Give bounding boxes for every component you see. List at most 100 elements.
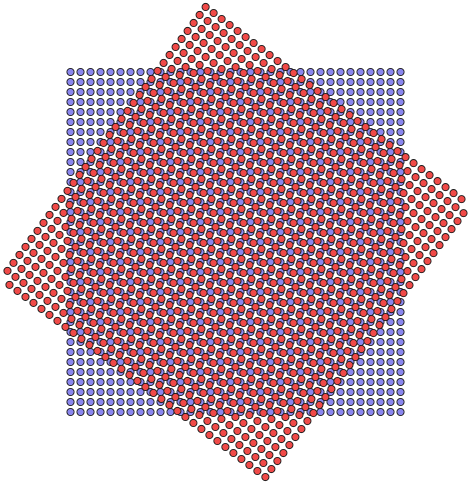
red-lattice-dot — [111, 172, 120, 181]
blue-lattice-dot — [76, 407, 85, 417]
blue-lattice-dot — [196, 167, 205, 177]
red-lattice-dot — [137, 304, 146, 314]
red-lattice-dot — [285, 190, 294, 200]
blue-lattice-dot — [316, 67, 325, 77]
blue-lattice-dot — [226, 77, 235, 87]
red-lattice-dot — [445, 211, 454, 220]
blue-lattice-dot — [136, 397, 145, 407]
blue-lattice-dot — [106, 137, 115, 147]
blue-lattice-dot — [216, 107, 225, 117]
red-lattice-dot — [199, 188, 208, 198]
red-lattice-dot — [301, 202, 310, 212]
red-lattice-dot — [131, 262, 140, 272]
blue-lattice-dot — [376, 277, 385, 287]
red-lattice-dot — [221, 292, 230, 302]
red-lattice-dot — [251, 52, 260, 62]
red-lattice-dot — [209, 308, 218, 318]
red-lattice-dot — [83, 326, 92, 335]
blue-lattice-dot — [386, 297, 395, 307]
red-lattice-dot — [159, 308, 168, 318]
red-lattice-dot — [105, 280, 114, 289]
red-lattice-dot — [403, 167, 412, 176]
blue-lattice-dot — [216, 157, 225, 167]
red-lattice-dot — [197, 224, 206, 234]
blue-lattice-dot — [396, 317, 405, 327]
red-lattice-dot — [357, 145, 366, 154]
red-lattice-dot — [211, 222, 220, 232]
red-lattice-dot — [363, 287, 372, 296]
blue-lattice-dot — [176, 127, 185, 137]
red-lattice-layer — [3, 2, 468, 482]
red-lattice-dot — [201, 252, 210, 262]
red-lattice-dot — [309, 208, 318, 218]
blue-lattice-dot — [396, 267, 405, 277]
red-lattice-dot — [277, 334, 286, 344]
blue-lattice-dot — [386, 377, 395, 387]
red-lattice-dot — [73, 256, 82, 265]
red-lattice-dot — [185, 340, 194, 350]
red-lattice-dot — [187, 404, 196, 414]
red-lattice-dot — [71, 292, 80, 301]
red-lattice-dot — [119, 128, 128, 137]
red-lattice-dot — [185, 240, 194, 250]
red-lattice-dot — [321, 242, 330, 252]
red-lattice-dot — [319, 278, 328, 288]
red-lattice-dot — [163, 386, 172, 396]
blue-lattice-dot — [366, 107, 375, 117]
red-lattice-dot — [197, 324, 206, 334]
blue-lattice-dot — [66, 397, 75, 407]
blue-lattice-dot — [356, 367, 365, 377]
red-lattice-dot — [99, 338, 108, 347]
blue-lattice-dot — [326, 377, 335, 387]
red-lattice-dot — [309, 108, 318, 118]
red-lattice-dot — [137, 254, 146, 264]
red-lattice-dot — [203, 116, 212, 126]
red-lattice-dot — [221, 442, 230, 452]
red-lattice-dot — [203, 366, 212, 376]
blue-lattice-dot — [346, 267, 355, 277]
red-lattice-dot — [237, 404, 246, 414]
red-lattice-dot — [227, 134, 236, 144]
red-lattice-dot — [87, 154, 96, 163]
red-lattice-dot — [283, 126, 292, 136]
blue-lattice-dot — [116, 397, 125, 407]
blue-lattice-dot — [296, 367, 305, 377]
red-lattice-dot — [297, 274, 306, 284]
red-lattice-dot — [229, 48, 238, 58]
red-lattice-dot — [41, 232, 50, 241]
red-lattice-dot — [145, 110, 154, 119]
red-lattice-dot — [51, 302, 60, 311]
red-lattice-dot — [249, 288, 258, 298]
blue-lattice-dot — [376, 127, 385, 137]
red-lattice-dot — [21, 292, 30, 301]
red-lattice-dot — [233, 76, 242, 86]
red-lattice-dot — [165, 300, 174, 310]
blue-lattice-dot — [196, 117, 205, 127]
red-lattice-dot — [407, 245, 416, 254]
blue-lattice-dot — [106, 117, 115, 127]
red-lattice-dot — [271, 292, 280, 302]
red-lattice-dot — [99, 238, 108, 247]
red-lattice-dot — [183, 176, 192, 186]
red-lattice-dot — [113, 236, 122, 245]
red-lattice-dot — [313, 136, 322, 146]
red-lattice-dot — [213, 86, 222, 96]
red-lattice-dot — [125, 170, 134, 179]
red-lattice-dot — [301, 152, 310, 162]
red-lattice-dot — [191, 182, 200, 192]
red-lattice-dot — [103, 216, 112, 225]
red-lattice-dot — [121, 292, 130, 301]
blue-lattice-dot — [236, 247, 245, 257]
red-lattice-dot — [135, 240, 144, 249]
red-lattice-dot — [451, 203, 460, 212]
red-lattice-dot — [337, 255, 346, 264]
red-lattice-dot — [75, 320, 84, 329]
red-lattice-dot — [201, 152, 210, 162]
blue-lattice-dot — [306, 387, 315, 397]
red-lattice-dot — [113, 186, 122, 195]
blue-lattice-dot — [376, 397, 385, 407]
red-lattice-dot — [393, 197, 402, 206]
blue-lattice-dot — [276, 77, 285, 87]
blue-lattice-dot — [346, 367, 355, 377]
red-lattice-dot — [65, 200, 74, 209]
